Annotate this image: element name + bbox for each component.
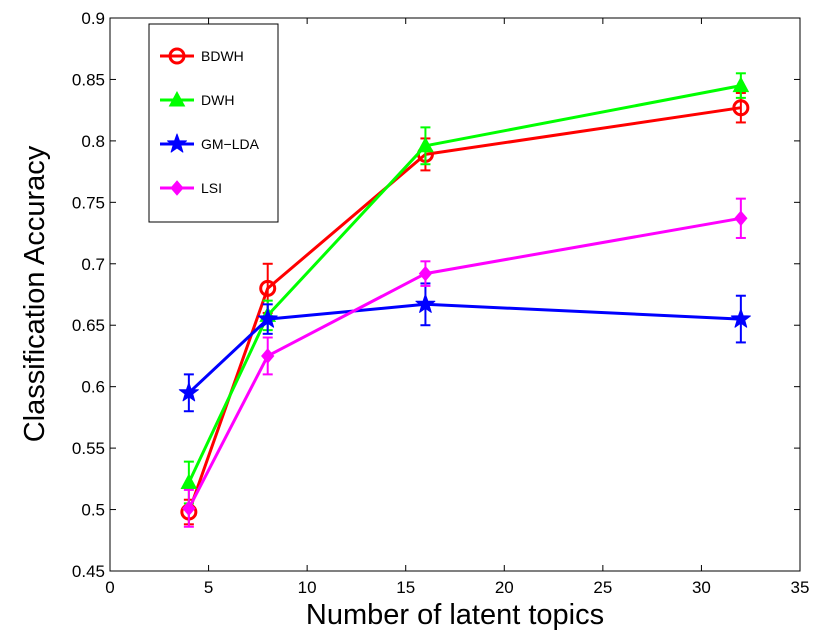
x-tick-label: 5 bbox=[204, 578, 213, 597]
data-point bbox=[730, 308, 751, 328]
series-dwh bbox=[180, 72, 750, 505]
data-point bbox=[418, 265, 433, 282]
data-point bbox=[261, 348, 275, 364]
y-tick-label: 0.75 bbox=[72, 193, 105, 212]
data-point bbox=[259, 279, 277, 297]
x-tick-label: 15 bbox=[396, 578, 415, 597]
y-tick-label: 0.85 bbox=[72, 70, 105, 89]
data-point bbox=[178, 382, 199, 402]
data-point bbox=[734, 210, 748, 227]
legend-label: DWH bbox=[201, 92, 234, 108]
y-axis: 0.45 0.5 0.55 0.6 0.65 0.7 0.75 0.8 0.85 0.9 bbox=[72, 9, 800, 581]
series-layer bbox=[178, 72, 751, 528]
data-point bbox=[415, 293, 436, 313]
y-tick-label: 0.7 bbox=[81, 255, 105, 274]
y-tick-label: 0.6 bbox=[81, 378, 105, 397]
series-lsi bbox=[182, 197, 748, 528]
legend-marker bbox=[170, 180, 184, 196]
y-tick-label: 0.45 bbox=[72, 562, 105, 581]
series-gm-lda bbox=[178, 282, 751, 413]
x-tick-label: 0 bbox=[105, 578, 114, 597]
x-tick-label: 20 bbox=[495, 578, 514, 597]
y-axis-title: Classification Accuracy bbox=[19, 145, 51, 442]
data-point bbox=[257, 308, 278, 328]
data-point bbox=[732, 99, 750, 117]
legend-item: DWH bbox=[160, 90, 234, 108]
legend-item: GM−LDA bbox=[160, 133, 260, 153]
data-point bbox=[182, 500, 196, 517]
data-point bbox=[180, 473, 198, 490]
series-line-lsi bbox=[187, 216, 742, 509]
x-tick-label: 10 bbox=[298, 578, 317, 597]
legend-marker bbox=[168, 90, 186, 107]
y-tick-label: 0.8 bbox=[81, 132, 105, 151]
y-tick-label: 0.65 bbox=[72, 316, 105, 335]
x-axis-title: Number of latent topics bbox=[306, 599, 604, 631]
legend-marker bbox=[167, 133, 187, 153]
legend: BDWH DWH GM−LDA LSI bbox=[148, 23, 279, 223]
y-tick-label: 0.5 bbox=[81, 501, 105, 520]
legend-label: BDWH bbox=[201, 48, 244, 64]
legend-label: GM−LDA bbox=[201, 136, 260, 152]
x-tick-label: 25 bbox=[593, 578, 612, 597]
series-line-dwh bbox=[187, 84, 742, 484]
x-tick-label: 30 bbox=[692, 578, 711, 597]
legend-label: LSI bbox=[201, 180, 222, 196]
legend-item: BDWH bbox=[160, 47, 244, 65]
series-line-gm-lda bbox=[187, 302, 741, 394]
x-tick-label: 35 bbox=[791, 578, 810, 597]
legend-marker bbox=[168, 47, 186, 65]
data-point bbox=[732, 76, 750, 93]
x-axis: 0 5 10 15 20 25 30 35 bbox=[105, 18, 809, 597]
data-point bbox=[417, 136, 434, 153]
y-tick-label: 0.9 bbox=[81, 9, 105, 28]
y-tick-label: 0.55 bbox=[72, 439, 105, 458]
legend-item: LSI bbox=[160, 180, 222, 196]
